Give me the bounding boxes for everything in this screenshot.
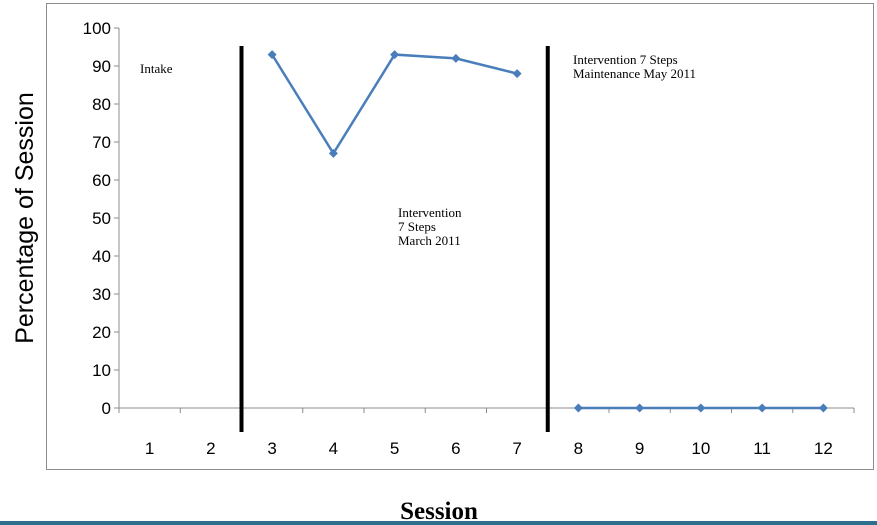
data-point <box>390 50 400 60</box>
data-point <box>573 403 583 413</box>
x-tick-label: 8 <box>574 439 583 458</box>
x-tick-label: 11 <box>753 439 771 458</box>
y-tick-label: 50 <box>92 209 111 228</box>
x-tick-label: 7 <box>512 439 521 458</box>
y-tick-label: 70 <box>92 133 111 152</box>
y-tick-label: 20 <box>92 323 111 342</box>
bottom-rule <box>0 521 877 525</box>
annotation-text: Intake <box>140 61 173 76</box>
data-point <box>757 403 767 413</box>
annotation-text: Intervention 7 Steps <box>573 52 678 67</box>
y-tick-label: 10 <box>92 361 111 380</box>
x-tick-label: 5 <box>390 439 399 458</box>
data-point <box>512 69 522 79</box>
x-tick-label: 2 <box>206 439 215 458</box>
data-point <box>267 50 277 60</box>
y-tick-label: 100 <box>83 19 111 38</box>
y-tick-label: 40 <box>92 247 111 266</box>
y-tick-label: 60 <box>92 171 111 190</box>
data-point <box>818 403 828 413</box>
annotation-text: 7 Steps <box>398 219 436 234</box>
y-tick-label: 0 <box>102 399 111 418</box>
series-line-intervention <box>271 53 518 156</box>
y-tick-label: 80 <box>92 95 111 114</box>
annotation-text: Intervention <box>398 205 462 220</box>
data-point <box>635 403 645 413</box>
x-tick-label: 6 <box>451 439 460 458</box>
data-point <box>696 403 706 413</box>
chart-frame <box>46 3 874 470</box>
y-axis-title: Percentage of Session <box>11 92 39 344</box>
x-axis-title: Session <box>400 498 478 525</box>
data-point <box>328 148 338 158</box>
x-tick-label: 3 <box>267 439 276 458</box>
x-tick-label: 1 <box>145 439 154 458</box>
data-point <box>451 53 461 63</box>
x-tick-label: 10 <box>691 439 710 458</box>
y-tick-label: 90 <box>92 57 111 76</box>
annotation-text: Maintenance May 2011 <box>573 66 696 81</box>
x-tick-label: 4 <box>329 439 338 458</box>
y-tick-label: 30 <box>92 285 111 304</box>
x-tick-label: 12 <box>814 439 833 458</box>
x-tick-label: 9 <box>635 439 644 458</box>
annotation-text: March 2011 <box>398 233 461 248</box>
